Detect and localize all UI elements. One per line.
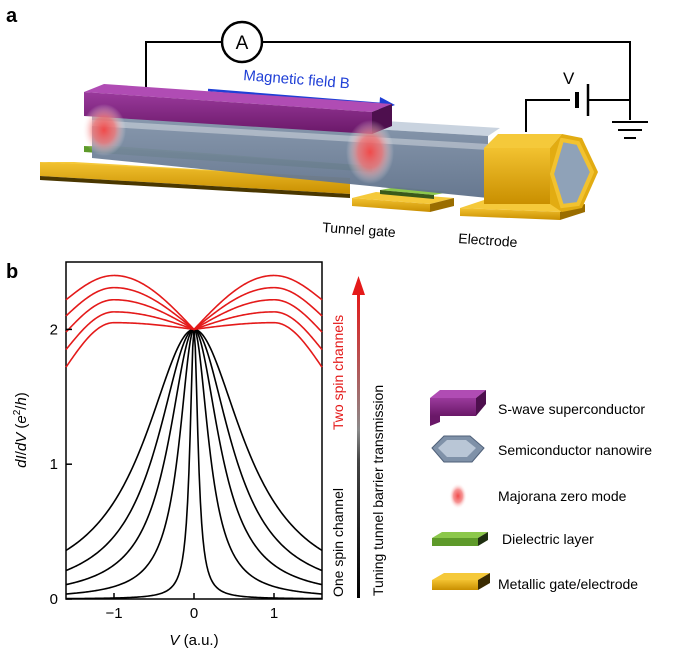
electrode-block [484,134,598,212]
circuit-wires [145,41,631,132]
metal-icon [432,573,490,590]
dielectric-icon [432,532,488,546]
battery-label: V [563,69,575,88]
majorana-left [82,104,126,156]
plot-frame [65,261,323,600]
x-axis-label: V (a.u.) [169,632,218,649]
panel-b-letter: b [6,261,18,283]
legend-label-superconductor: S-wave superconductor [498,401,645,417]
two-spin-channels-label: Two spin channels [330,315,346,430]
tunnel-gate-label: Tunnel gate [322,219,397,240]
y-tick-label-1: 1 [50,456,58,473]
ammeter-icon: A [220,20,264,64]
x-tick-label-2: 1 [270,605,278,622]
ammeter-label: A [236,33,249,54]
two-spin-curve-3 [65,286,323,331]
two-spin-curve-4 [65,274,323,331]
y-tick-label-0: 0 [50,591,58,608]
superconductor-icon [430,390,486,426]
y-axis-label: dI/dV (e2/h) [12,392,30,468]
magnetic-field-label: Magnetic field B [243,67,351,92]
x-tick-label-1: 0 [190,605,198,622]
one-spin-curve-0 [65,329,323,600]
legend-label-metal: Metallic gate/electrode [498,576,638,592]
y-tick-label-2: 2 [50,321,58,338]
legend-label-nanowire: Semiconductor nanowire [498,442,652,458]
panel-b: b −1 0 1 0 1 2 dI/dV (e2/h) V (a.u.) Two spin… [6,261,652,649]
tunnel-gate-pad [352,187,454,212]
electrode-label: Electrode [458,230,518,250]
battery-icon [575,84,590,116]
one-spin-channel-label: One spin channel [330,488,346,597]
transmission-arrow [352,276,365,598]
one-spin-curve-3 [65,328,323,572]
nanowire-icon [431,435,485,463]
legend-label-majorana: Majorana zero mode [498,488,627,504]
tuning-transmission-label: Tuning tunnel barrier transmission [370,385,386,596]
curves [65,274,323,600]
one-spin-curve-4 [65,328,323,552]
majorana-right [346,120,394,184]
legend: S-wave superconductor Semiconductor nano… [430,390,652,592]
x-tick-label-0: −1 [105,605,122,622]
two-spin-curve-2 [65,298,323,333]
axis-ticks: −1 0 1 0 1 2 [50,321,279,622]
panel-a-letter: a [6,5,18,27]
majorana-icon [449,483,467,509]
panel-a: a A V Magnetic field B [6,5,648,250]
legend-label-dielectric: Dielectric layer [502,531,594,547]
ground-icon [612,121,648,139]
one-spin-curve-1 [65,328,323,595]
